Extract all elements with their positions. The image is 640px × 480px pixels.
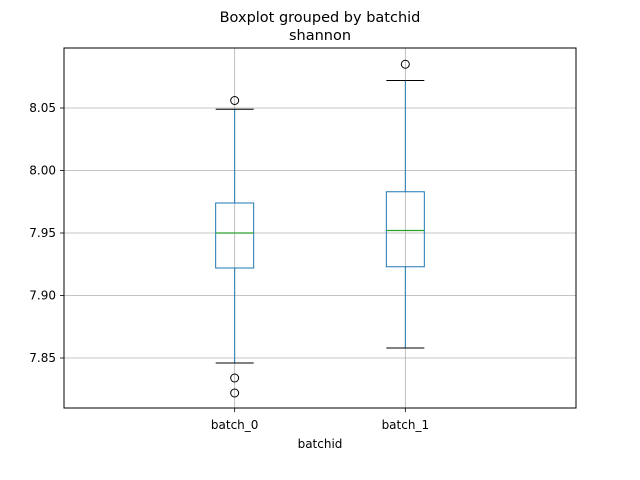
x-axis: batch_0 batch_1 bbox=[211, 408, 429, 432]
y-tick-label: 7.95 bbox=[29, 226, 56, 240]
y-axis: 7.85 7.90 7.95 8.00 8.05 bbox=[29, 101, 64, 365]
chart-subtitle: shannon bbox=[289, 28, 351, 44]
box-batch_1 bbox=[385, 59, 425, 349]
box-series bbox=[215, 59, 425, 398]
y-tick-label: 8.05 bbox=[29, 101, 56, 115]
grid-lines bbox=[64, 48, 576, 408]
y-tick-label: 7.90 bbox=[29, 289, 56, 303]
x-tick-label: batch_0 bbox=[211, 418, 259, 432]
box-batch_0 bbox=[215, 96, 255, 398]
y-tick-label: 7.85 bbox=[29, 351, 56, 365]
outlier-point bbox=[230, 388, 240, 398]
outlier-point bbox=[400, 59, 410, 69]
plot-area-frame bbox=[63, 47, 577, 409]
iqr-box bbox=[385, 191, 425, 268]
x-axis-label: batchid bbox=[298, 437, 343, 451]
y-tick-label: 8.00 bbox=[29, 164, 56, 178]
outlier-point bbox=[230, 373, 240, 383]
iqr-box bbox=[215, 202, 255, 269]
x-tick-label: batch_1 bbox=[382, 418, 430, 432]
outlier-point bbox=[230, 96, 240, 105]
chart-title: Boxplot grouped by batchid bbox=[220, 10, 421, 26]
